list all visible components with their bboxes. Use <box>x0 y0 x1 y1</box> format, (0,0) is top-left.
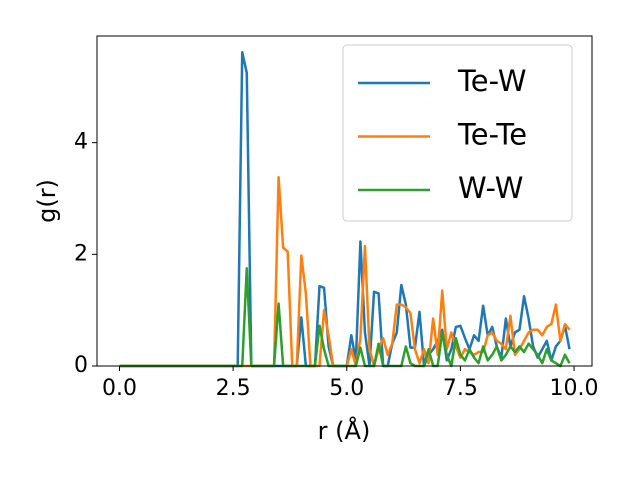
x-tick-label: 2.5 <box>216 376 251 401</box>
x-tick-label: 10.0 <box>550 376 599 401</box>
x-tick-label: 5.0 <box>329 376 364 401</box>
legend-label: Te-W <box>457 64 527 98</box>
legend-label: Te-Te <box>457 118 527 152</box>
plot-frame <box>96 35 593 367</box>
y-tick-label: 0 <box>74 353 88 378</box>
y-tick-label: 2 <box>74 241 88 266</box>
x-tick-label: 0.0 <box>102 376 137 401</box>
x-axis-label: r (Å) <box>318 416 371 445</box>
legend: Te-W Te-Te W-W <box>342 44 573 222</box>
y-axis-label: g(r) <box>33 179 61 223</box>
x-tick-label: 7.5 <box>443 376 478 401</box>
y-tick-label: 4 <box>74 130 88 155</box>
legend-label: W-W <box>458 171 523 205</box>
legend-box <box>342 44 573 222</box>
